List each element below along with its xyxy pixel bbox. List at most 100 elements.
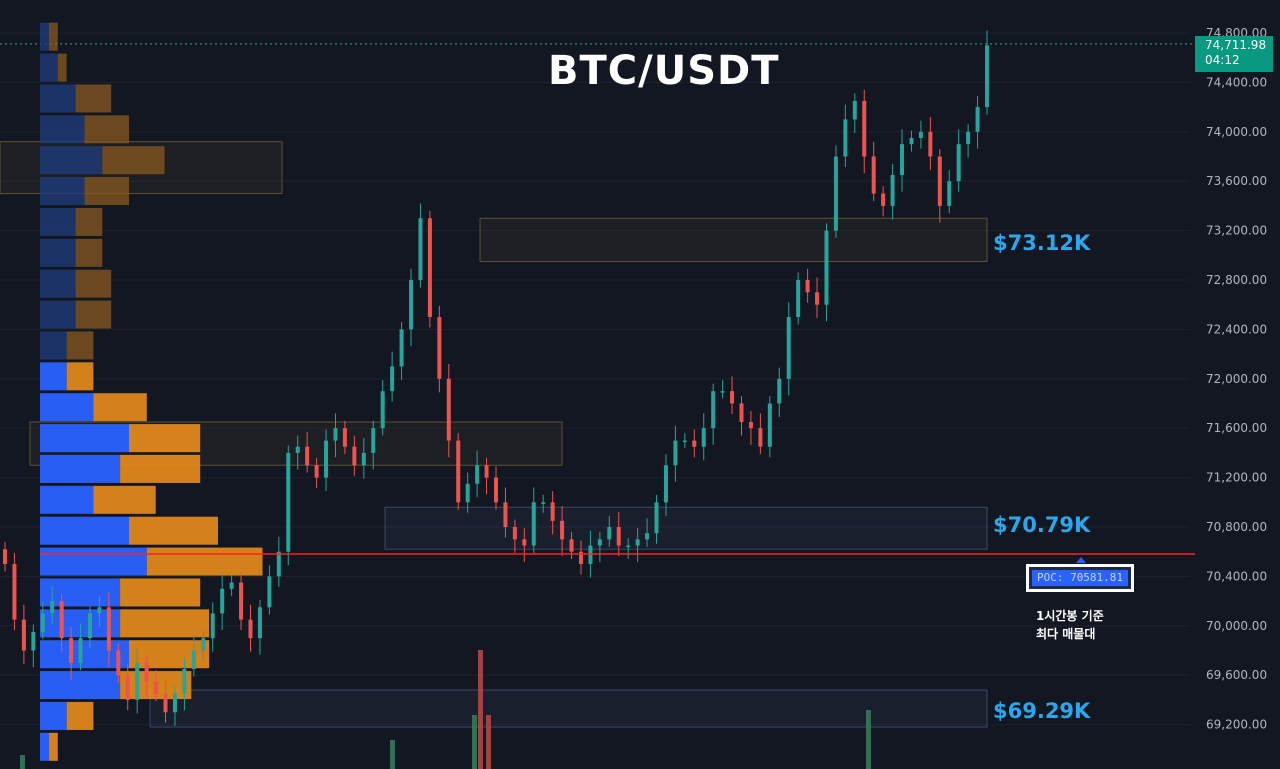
candle-body	[399, 329, 404, 367]
profile-buy-bar	[40, 115, 85, 144]
candle-body	[31, 631, 36, 651]
candle-body	[767, 403, 772, 447]
candle-body	[522, 539, 527, 546]
profile-buy-bar	[40, 269, 76, 298]
y-tick-label: 69,200.00	[1206, 718, 1267, 732]
profile-sell-bar	[84, 177, 129, 206]
candle-body	[380, 391, 385, 429]
candle-body	[390, 366, 395, 392]
annotation-line-1: 1시간봉 기준	[1036, 609, 1104, 623]
current-price-tag: 74,711.98 04:12	[1195, 36, 1273, 72]
profile-sell-bar	[102, 146, 165, 175]
candle-body	[701, 428, 706, 447]
candle-body	[333, 428, 338, 441]
candle-body	[654, 502, 659, 534]
candle-body	[956, 144, 961, 182]
candle-body	[786, 317, 791, 379]
candle-body	[682, 440, 687, 443]
candle-body	[918, 131, 923, 138]
candle-body	[824, 230, 829, 305]
candle-body	[900, 144, 905, 176]
candle-body	[550, 502, 555, 521]
profile-sell-bar	[120, 578, 201, 607]
profile-buy-bar	[40, 701, 67, 730]
y-tick-label: 73,600.00	[1206, 174, 1267, 188]
candle-body	[560, 520, 565, 540]
candle-body	[239, 582, 244, 620]
candle-body	[843, 119, 848, 157]
profile-sell-bar	[75, 84, 112, 113]
candle-body	[578, 551, 583, 565]
candle-body	[78, 638, 83, 663]
candle-body	[324, 440, 329, 478]
candle-body	[163, 693, 168, 713]
candle-body	[220, 588, 225, 614]
profile-buy-bar	[40, 671, 121, 700]
candle-body	[626, 545, 631, 548]
candle-body	[87, 613, 92, 639]
y-tick-label: 69,600.00	[1206, 668, 1267, 682]
candle-body	[937, 156, 942, 206]
candle-body	[607, 527, 612, 540]
profile-sell-bar	[146, 547, 263, 576]
profile-sell-bar	[66, 362, 94, 391]
candle-body	[494, 477, 498, 503]
profile-sell-bar	[75, 207, 103, 236]
profile-sell-bar	[75, 269, 112, 298]
y-tick-label: 70,800.00	[1206, 520, 1267, 534]
profile-sell-bar	[129, 424, 201, 453]
profile-sell-bar	[84, 115, 129, 144]
profile-buy-bar	[40, 238, 76, 267]
profile-sell-bar	[120, 609, 210, 638]
candle-body	[616, 527, 621, 546]
candle-body	[852, 100, 857, 120]
candle-body	[267, 576, 272, 608]
candle-body	[635, 539, 640, 546]
profile-buy-bar	[40, 732, 49, 761]
candle-body	[191, 650, 196, 670]
chart-title: BTC/USDT	[548, 48, 780, 94]
volume-bar	[866, 710, 871, 769]
level-label-70k: $70.79K	[993, 513, 1091, 537]
profile-buy-bar	[40, 22, 49, 51]
y-tick-label: 73,200.00	[1206, 224, 1267, 238]
candle-body	[154, 681, 159, 694]
volume-bar	[478, 650, 483, 769]
profile-buy-bar	[40, 485, 94, 514]
candle-body	[569, 539, 574, 552]
current-price: 74,711.98	[1205, 38, 1267, 52]
candle-body	[531, 502, 536, 546]
profile-sell-bar	[48, 732, 58, 761]
y-tick-label: 72,000.00	[1206, 372, 1267, 386]
candle-body	[40, 613, 45, 632]
profile-buy-bar	[40, 331, 67, 360]
candle-body	[456, 440, 461, 503]
profile-buy-bar	[40, 516, 129, 545]
candle-body	[135, 662, 140, 700]
candle-body	[541, 502, 546, 504]
profile-buy-bar	[40, 454, 121, 483]
candle-body	[446, 378, 451, 441]
candle-body	[777, 378, 782, 404]
candle-body	[503, 502, 508, 527]
profile-sell-bar	[48, 22, 58, 51]
candle-body	[909, 137, 914, 145]
y-tick-label: 70,400.00	[1206, 569, 1267, 583]
price-zone	[384, 506, 988, 550]
candle-body	[975, 107, 980, 132]
candle-body	[59, 601, 64, 639]
y-tick-label: 74,400.00	[1206, 75, 1267, 89]
profile-sell-bar	[75, 238, 103, 267]
candle-body	[201, 638, 206, 651]
candle-body	[352, 446, 357, 466]
candle-body	[116, 650, 121, 676]
candle-body	[106, 607, 111, 651]
candle-body	[815, 292, 820, 305]
candle-body	[295, 446, 300, 453]
candle-body	[862, 100, 867, 157]
candle-body	[947, 181, 952, 206]
candle-body	[305, 446, 310, 466]
poc-badge: POC: 70581.81	[1026, 564, 1134, 592]
y-tick-label: 71,600.00	[1206, 421, 1267, 435]
